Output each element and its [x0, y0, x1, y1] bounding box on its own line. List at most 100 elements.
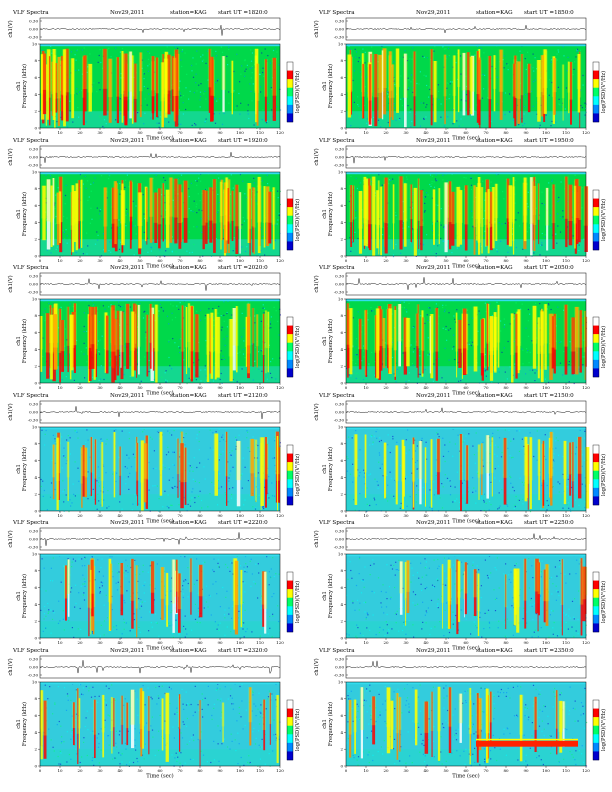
spheric-halo: [512, 63, 516, 97]
spheric-halo: [90, 307, 96, 345]
colorbar-segment: [593, 215, 599, 224]
colorbar-frame: [286, 189, 294, 250]
spectrogram-noise-cell: [92, 304, 94, 306]
spectrogram-panel: VLF Spectra Nov29,2011 station=KAG start UT…: [0, 518, 306, 652]
spectrogram-noise-cell: [529, 431, 531, 433]
spectrogram-noise-cell: [244, 59, 246, 61]
spectrogram-noise-cell: [500, 320, 502, 322]
spectrogram-noise-cell: [238, 92, 240, 95]
spheric-halo: [102, 48, 108, 89]
spectrogram-noise-cell: [447, 450, 450, 452]
spectrogram-noise-cell: [229, 451, 231, 453]
spectrogram-noise-cell: [49, 174, 51, 176]
spectrogram-noise-cell: [369, 443, 371, 446]
spheric-streak: [562, 64, 564, 121]
spectrogram-noise-cell: [454, 318, 456, 320]
spectrogram-noise-cell: [573, 68, 575, 70]
spectrogram-noise-cell: [256, 443, 258, 445]
spectrogram-noise-cell: [135, 204, 137, 207]
spectrogram-noise-cell: [445, 380, 447, 382]
spectrogram-noise-cell: [242, 581, 244, 583]
spectrogram-noise-cell: [171, 235, 173, 237]
x-tick-label: 90: [217, 385, 223, 390]
spectrogram-noise-cell: [582, 364, 584, 366]
spheric-halo: [173, 178, 179, 217]
spectrogram-noise-cell: [550, 308, 552, 311]
spheric-halo: [230, 190, 235, 221]
spheric-halo: [100, 441, 104, 481]
spectrogram-noise-cell: [255, 506, 257, 509]
spectrogram-noise-cell: [496, 76, 498, 78]
chart-start-time: start UT =2150:0: [524, 393, 574, 399]
spectrogram-noise-cell: [129, 601, 131, 603]
spectrogram-noise-cell: [96, 207, 98, 209]
spectrogram-noise-cell: [426, 84, 428, 87]
spheric-halo: [177, 183, 183, 223]
spectrogram-noise-cell: [579, 429, 581, 431]
spectrogram-noise-cell: [146, 206, 148, 208]
spectrogram-noise-cell: [100, 438, 102, 440]
spectrogram-noise-cell: [194, 496, 196, 498]
spheric-streak: [101, 441, 103, 507]
spectrogram-noise-cell: [209, 382, 211, 384]
spheric-halo: [103, 186, 108, 226]
spheric-halo: [194, 314, 200, 353]
spectrogram-noise-cell: [407, 77, 409, 79]
spectrogram-noise-cell: [578, 368, 580, 370]
spectrogram-noise-cell: [549, 214, 551, 216]
spheric-streak: [151, 561, 155, 614]
spectrogram-noise-cell: [156, 563, 158, 565]
spectrogram-noise-cell: [530, 66, 532, 68]
spheric-halo: [452, 55, 457, 96]
spectrogram-noise-cell: [133, 615, 135, 617]
spectrogram-noise-cell: [86, 330, 88, 332]
spectrogram-noise-cell: [503, 347, 505, 349]
spectrogram-noise-cell: [278, 620, 280, 623]
spectrogram-noise-cell: [502, 190, 504, 192]
spectrogram-noise-cell: [472, 491, 474, 493]
spheric-halo: [145, 187, 149, 222]
x-tick-label: 30: [97, 640, 103, 645]
spectrogram-noise-cell: [359, 448, 361, 450]
spectrogram-noise-cell: [204, 317, 206, 319]
spectrogram-noise-cell: [128, 581, 130, 583]
spectrogram-noise-cell: [562, 473, 564, 475]
x-tick-label: 80: [503, 513, 509, 518]
spheric-halo: [485, 303, 490, 344]
spectrogram-noise-cell: [431, 229, 434, 231]
spheric-streak: [40, 316, 43, 372]
spectrogram-noise-cell: [186, 509, 188, 511]
spectrogram-noise-cell: [242, 353, 245, 355]
spectrogram-noise-cell: [99, 339, 101, 341]
spectrogram-noise-cell: [551, 81, 553, 84]
spectrogram-noise-cell: [559, 216, 561, 218]
spectrogram-noise-cell: [232, 187, 234, 189]
spectrogram-noise-cell: [371, 434, 373, 436]
x-tick-label: 110: [562, 513, 570, 518]
spectrogram-noise-cell: [522, 248, 524, 250]
spectrogram-noise-cell: [203, 607, 205, 609]
spheric-halo: [213, 309, 218, 352]
spectrogram-noise-cell: [50, 251, 52, 254]
spectrogram-noise-cell: [525, 68, 527, 71]
spectrogram-noise-cell: [465, 502, 467, 504]
spectrogram-noise-cell: [120, 241, 122, 243]
spectrogram-noise-cell: [174, 342, 176, 344]
spectrogram-noise-cell: [513, 314, 515, 316]
spectrogram-noise-cell: [272, 615, 274, 617]
y-axis-label: Frequency (kHz): [327, 191, 334, 235]
spheric-streak: [383, 318, 385, 369]
spectrogram-noise-cell: [141, 601, 143, 603]
spheric-halo: [112, 431, 117, 471]
spectrogram-noise-cell: [199, 106, 201, 108]
spectrogram-noise-cell: [249, 560, 251, 562]
spectrogram-noise-cell: [273, 306, 275, 308]
spectrogram-noise-cell: [272, 49, 275, 52]
spheric-streak: [124, 53, 128, 126]
spectrogram-noise-cell: [134, 634, 136, 636]
spectrogram-noise-cell: [277, 196, 279, 198]
spectrogram-noise-cell: [462, 124, 464, 126]
y-tick-label: 4: [34, 347, 37, 352]
spectrogram-noise-cell: [464, 509, 466, 511]
spheric-halo: [235, 440, 242, 480]
